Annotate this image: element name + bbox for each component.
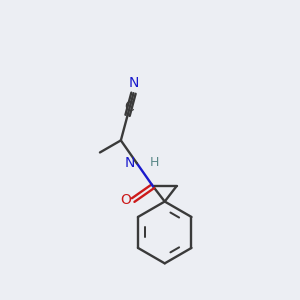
Text: O: O [120,193,131,207]
Text: N: N [125,156,135,170]
Text: C: C [124,100,134,114]
Text: N: N [129,76,139,90]
Text: H: H [149,156,159,169]
